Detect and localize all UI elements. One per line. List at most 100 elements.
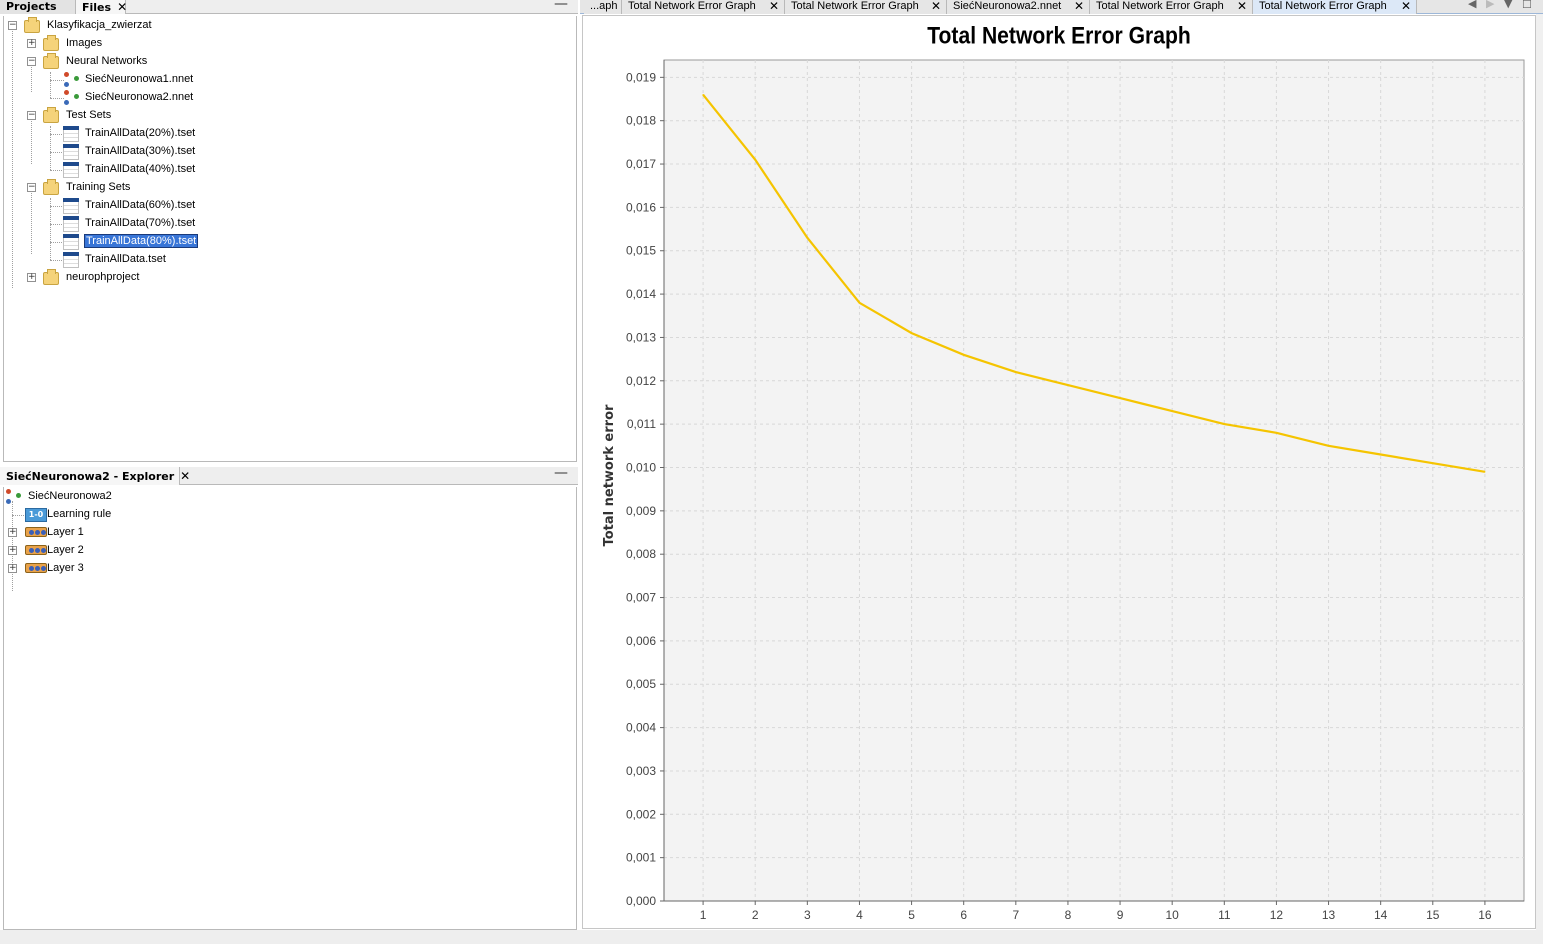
x-tick-label: 4 bbox=[856, 908, 863, 922]
close-icon[interactable]: ✕ bbox=[117, 0, 128, 14]
dataset-icon bbox=[63, 162, 79, 178]
close-icon[interactable]: ✕ bbox=[1400, 0, 1411, 13]
explorer-tabstrip: SiećNeuronowa2 - Explorer ✕ — bbox=[0, 465, 578, 485]
tab-projects[interactable]: Projects bbox=[0, 0, 76, 14]
tree-folder-training-sets[interactable]: Training Sets bbox=[66, 181, 131, 193]
y-tick-label: 0,003 bbox=[626, 764, 656, 778]
close-icon[interactable]: ✕ bbox=[768, 0, 779, 13]
explorer-layer-1[interactable]: Layer 1 bbox=[47, 526, 84, 538]
data-point bbox=[1171, 410, 1173, 412]
project-tree: − Klasyfikacja_zwierzat + Images − Neura… bbox=[3, 16, 577, 462]
x-tick-label: 3 bbox=[804, 908, 811, 922]
dataset-icon bbox=[63, 216, 79, 232]
x-tick-label: 14 bbox=[1374, 908, 1388, 922]
tree-item-train-80-selected[interactable]: TrainAllData(80%).tset bbox=[83, 234, 199, 248]
tree-item-nnet-2[interactable]: SiećNeuronowa2.nnet bbox=[85, 91, 194, 103]
collapse-toggle[interactable]: − bbox=[8, 20, 17, 30]
layer-icon bbox=[25, 527, 47, 537]
y-tick-label: 0,010 bbox=[626, 460, 656, 474]
scroll-left-icon[interactable]: ◀ bbox=[1468, 0, 1477, 10]
y-tick-label: 0,018 bbox=[626, 114, 656, 128]
editor-tab-graph-3[interactable]: Total Network Error Graph ✕ bbox=[1090, 0, 1253, 14]
data-point bbox=[1067, 384, 1069, 386]
y-axis-label: Total network error bbox=[602, 404, 617, 546]
dataset-icon bbox=[63, 198, 79, 214]
explorer-learning-rule[interactable]: Learning rule bbox=[47, 508, 112, 520]
close-icon[interactable]: ✕ bbox=[1073, 0, 1084, 13]
dataset-icon bbox=[63, 234, 79, 250]
window-edge bbox=[1536, 14, 1543, 930]
expand-toggle[interactable]: + bbox=[27, 38, 36, 48]
tree-folder-test-sets[interactable]: Test Sets bbox=[66, 109, 112, 121]
tree-item-test-40[interactable]: TrainAllData(40%).tset bbox=[85, 163, 196, 175]
tree-item-test-20[interactable]: TrainAllData(20%).tset bbox=[85, 127, 196, 139]
y-tick-label: 0,002 bbox=[626, 807, 656, 821]
explorer-layer-2[interactable]: Layer 2 bbox=[47, 544, 84, 556]
folder-icon bbox=[43, 107, 59, 123]
collapse-toggle[interactable]: − bbox=[27, 110, 36, 120]
editor-tab-graph-2[interactable]: Total Network Error Graph ✕ bbox=[785, 0, 947, 14]
y-tick-label: 0,000 bbox=[626, 894, 656, 908]
explorer-root-network[interactable]: SiećNeuronowa2 bbox=[28, 490, 112, 502]
expand-toggle[interactable]: + bbox=[8, 545, 17, 555]
data-point bbox=[858, 302, 861, 304]
plot-area bbox=[663, 59, 1525, 902]
editor-tab-graph-1[interactable]: Total Network Error Graph ✕ bbox=[622, 0, 785, 14]
dataset-icon bbox=[63, 144, 79, 160]
tree-item-train-60[interactable]: TrainAllData(60%).tset bbox=[85, 199, 196, 211]
y-tick-label: 0,013 bbox=[626, 330, 656, 344]
x-tick-label: 16 bbox=[1478, 908, 1492, 922]
y-tick-label: 0,009 bbox=[626, 504, 656, 518]
dataset-icon bbox=[63, 126, 79, 142]
maximize-icon[interactable]: ☐ bbox=[1522, 0, 1532, 11]
tree-folder-neural-networks[interactable]: Neural Networks bbox=[66, 55, 148, 67]
x-tick-label: 15 bbox=[1426, 908, 1440, 922]
editor-tab-nnet[interactable]: SiećNeuronowa2.nnet ✕ bbox=[947, 0, 1090, 14]
layer-icon bbox=[25, 545, 47, 555]
status-bar bbox=[0, 930, 1543, 944]
tree-item-test-30[interactable]: TrainAllData(30%).tset bbox=[85, 145, 196, 157]
tab-explorer[interactable]: SiećNeuronowa2 - Explorer ✕ bbox=[0, 467, 190, 485]
tree-item-nnet-1[interactable]: SiećNeuronowa1.nnet bbox=[85, 73, 194, 85]
y-tick-label: 0,006 bbox=[626, 634, 656, 648]
tree-root-project[interactable]: Klasyfikacja_zwierzat bbox=[47, 19, 152, 31]
y-tick-label: 0,005 bbox=[626, 677, 656, 691]
y-tick-label: 0,004 bbox=[626, 721, 656, 735]
tree-project-neurophproject[interactable]: neurophproject bbox=[66, 271, 140, 283]
scroll-right-icon[interactable]: ▶ bbox=[1486, 0, 1495, 10]
editor-tab-truncated[interactable]: ...aph bbox=[584, 0, 622, 14]
data-point bbox=[1015, 371, 1017, 373]
close-icon[interactable]: ✕ bbox=[180, 469, 191, 483]
data-point bbox=[1380, 453, 1382, 456]
tree-item-train-all[interactable]: TrainAllData.tset bbox=[85, 253, 166, 265]
chart-title: Total Network Error Graph bbox=[927, 23, 1191, 49]
tree-folder-images[interactable]: Images bbox=[66, 37, 103, 49]
x-tick-label: 2 bbox=[752, 908, 759, 922]
y-tick-label: 0,016 bbox=[626, 200, 656, 214]
x-tick-label: 13 bbox=[1322, 908, 1336, 922]
tab-list-icon[interactable]: ▼ bbox=[1504, 0, 1513, 10]
tree-item-train-70[interactable]: TrainAllData(70%).tset bbox=[85, 217, 196, 229]
explorer-layer-3[interactable]: Layer 3 bbox=[47, 562, 84, 574]
collapse-toggle[interactable]: − bbox=[27, 182, 36, 192]
minimize-button[interactable]: — bbox=[554, 465, 568, 481]
collapse-toggle[interactable]: − bbox=[27, 56, 36, 66]
y-tick-label: 0,017 bbox=[626, 157, 656, 171]
data-point bbox=[1275, 432, 1278, 434]
data-point bbox=[806, 237, 808, 239]
folder-icon bbox=[24, 17, 40, 33]
x-tick-label: 8 bbox=[1065, 908, 1072, 922]
close-icon[interactable]: ✕ bbox=[1236, 0, 1247, 13]
x-tick-label: 5 bbox=[908, 908, 915, 922]
network-icon bbox=[64, 72, 80, 88]
expand-toggle[interactable]: + bbox=[8, 527, 17, 537]
tab-files[interactable]: Files ✕ bbox=[76, 0, 128, 14]
data-point bbox=[754, 159, 756, 161]
close-icon[interactable]: ✕ bbox=[930, 0, 941, 13]
editor-tab-graph-active[interactable]: Total Network Error Graph ✕ bbox=[1253, 0, 1417, 14]
expand-toggle[interactable]: + bbox=[8, 563, 17, 573]
network-explorer-tree: SiećNeuronowa2 1-0 Learning rule + Layer… bbox=[3, 487, 577, 930]
y-tick-label: 0,001 bbox=[626, 851, 656, 865]
expand-toggle[interactable]: + bbox=[27, 272, 36, 282]
minimize-button[interactable]: — bbox=[554, 0, 568, 12]
